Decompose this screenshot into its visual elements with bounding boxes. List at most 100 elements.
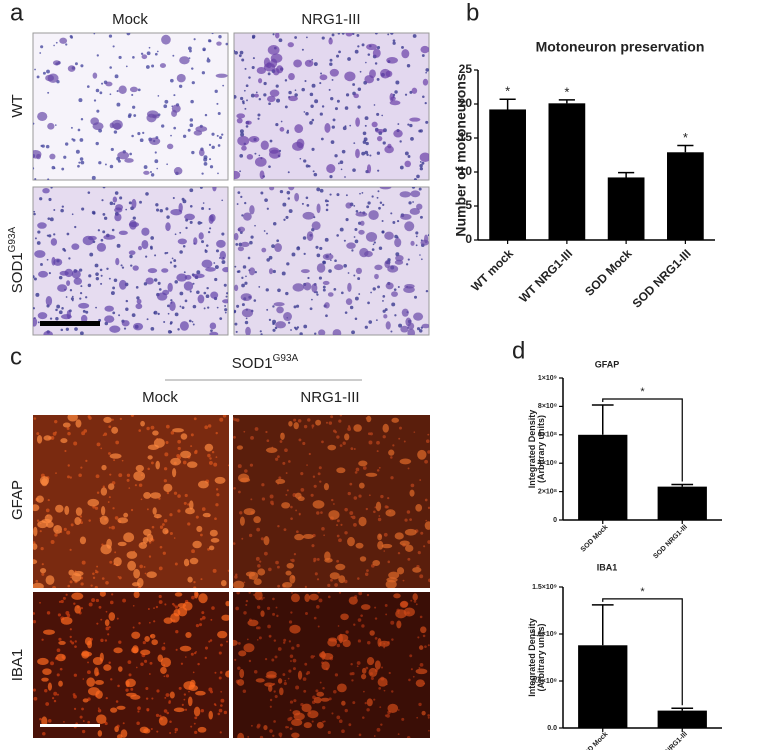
nucleus	[367, 201, 371, 205]
nucleus	[313, 484, 317, 488]
cell	[327, 292, 334, 297]
cell	[369, 630, 375, 636]
cell	[81, 651, 93, 657]
nucleus	[243, 581, 246, 584]
nucleus	[428, 578, 430, 583]
nucleus	[33, 122, 35, 125]
nucleus	[338, 592, 342, 594]
nucleus	[336, 234, 339, 237]
cell	[123, 532, 135, 543]
nucleus	[260, 333, 263, 335]
cell	[119, 279, 127, 290]
nucleus	[235, 330, 238, 333]
nucleus	[290, 505, 293, 509]
cell	[141, 227, 150, 236]
nucleus	[94, 571, 97, 574]
nucleus	[93, 33, 96, 35]
nucleus	[73, 694, 77, 699]
nucleus	[187, 128, 191, 132]
nucleus	[367, 640, 371, 645]
nucleus	[381, 114, 384, 117]
nucleus	[293, 553, 297, 556]
nucleus	[145, 687, 149, 691]
cell	[149, 137, 161, 145]
nucleus	[378, 466, 381, 469]
cell	[41, 677, 49, 682]
nucleus	[349, 511, 354, 515]
row-label: IBA1	[9, 649, 26, 682]
micrograph-texture	[234, 187, 429, 335]
nucleus	[352, 83, 356, 86]
nucleus	[241, 537, 244, 540]
nucleus	[241, 283, 245, 288]
nucleus	[274, 655, 278, 659]
nucleus	[382, 203, 385, 206]
nucleus	[376, 196, 379, 199]
nucleus	[37, 230, 41, 234]
nucleus	[191, 150, 195, 155]
cell	[46, 521, 54, 528]
nucleus	[211, 606, 215, 610]
cell	[319, 74, 328, 81]
cell	[291, 732, 300, 738]
nucleus	[316, 511, 320, 515]
cell	[245, 326, 251, 335]
error-bar	[618, 171, 635, 178]
cell	[273, 302, 285, 307]
nucleus	[378, 246, 383, 251]
nucleus	[258, 286, 261, 288]
micrograph-texture	[233, 415, 430, 588]
nucleus	[208, 158, 212, 161]
nucleus	[275, 457, 279, 461]
cell	[147, 444, 159, 450]
nucleus	[111, 525, 115, 530]
nucleus	[165, 207, 169, 211]
nucleus	[192, 671, 195, 674]
nucleus	[81, 707, 84, 711]
nucleus	[221, 199, 224, 202]
nucleus	[224, 305, 227, 307]
nucleus	[364, 325, 368, 329]
nucleus	[390, 620, 395, 625]
nucleus	[382, 295, 386, 298]
cell	[294, 124, 304, 134]
cell	[287, 42, 294, 48]
nucleus	[278, 476, 282, 480]
nucleus	[91, 175, 96, 180]
nucleus	[116, 102, 121, 107]
nucleus	[159, 208, 163, 213]
nucleus	[233, 486, 236, 490]
nucleus	[69, 289, 73, 292]
x-tick-label: SOD Mock	[580, 731, 610, 750]
cell	[152, 114, 160, 119]
nucleus	[387, 33, 390, 36]
cell	[268, 268, 274, 275]
nucleus	[78, 161, 81, 164]
cell	[160, 657, 172, 668]
nucleus	[80, 582, 84, 586]
nucleus	[73, 673, 78, 677]
nucleus	[219, 417, 224, 422]
nucleus	[365, 666, 369, 670]
nucleus	[48, 197, 52, 202]
nucleus	[266, 207, 269, 210]
nucleus	[327, 583, 331, 587]
nucleus	[351, 249, 354, 252]
cell	[368, 210, 379, 220]
nucleus	[123, 327, 127, 330]
cell	[147, 455, 153, 460]
cell	[247, 619, 259, 627]
x-tick-label: SOD NRG1-III	[630, 246, 694, 310]
nucleus	[427, 506, 430, 510]
cell	[111, 119, 123, 130]
nucleus	[184, 299, 188, 303]
nucleus	[214, 265, 219, 270]
nucleus	[327, 200, 330, 203]
nucleus	[218, 34, 222, 39]
nucleus	[263, 596, 265, 599]
nucleus	[282, 461, 286, 465]
nucleus	[366, 708, 370, 712]
cell	[234, 232, 239, 241]
nucleus	[388, 671, 391, 675]
nucleus	[368, 440, 373, 445]
